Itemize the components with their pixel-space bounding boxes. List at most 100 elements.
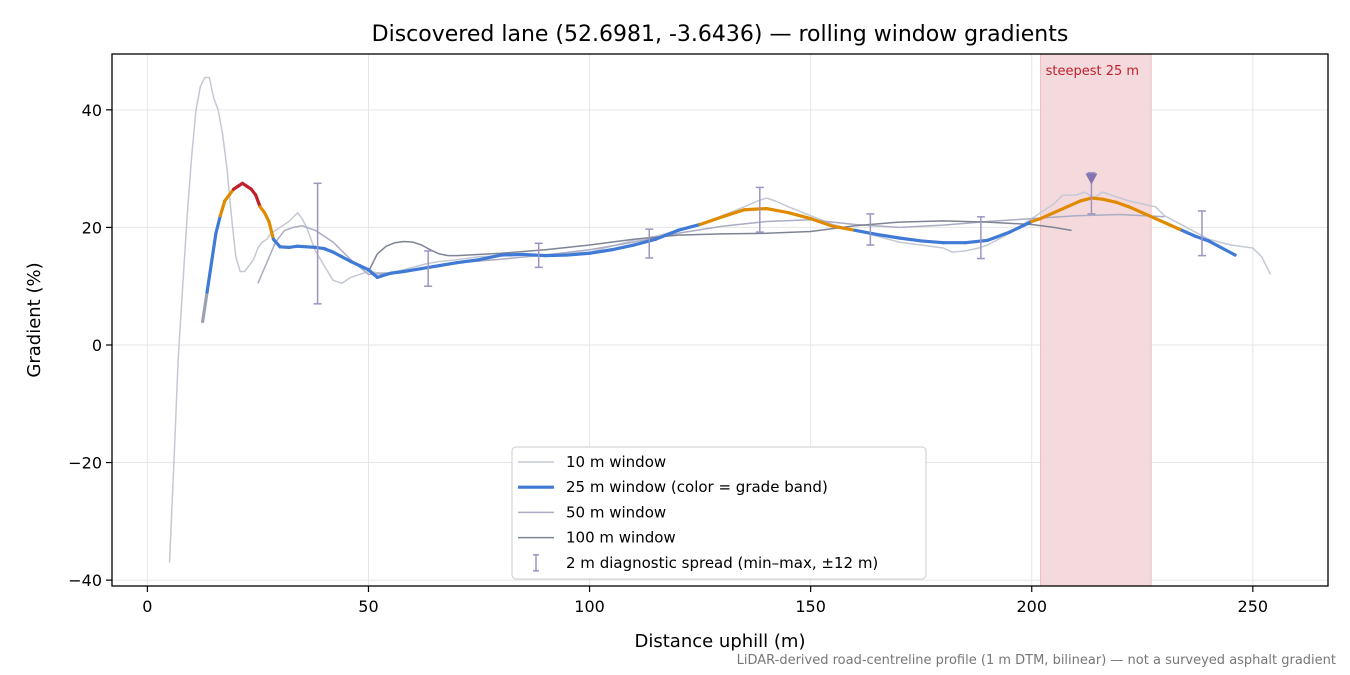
series-25m-segment-67 [1127, 205, 1144, 215]
series-25m-segment-33 [455, 258, 481, 265]
chart-title: Discovered lane (52.6981, -3.6436) — rol… [372, 22, 1069, 47]
series-25m-segment-53 [897, 236, 923, 243]
series-25m-segment-64 [1089, 196, 1105, 201]
series-25m-segment-73 [1207, 239, 1224, 250]
diagnostic-layer [313, 171, 1206, 305]
series-layer [168, 76, 1272, 563]
series-25m-segment-42 [654, 228, 680, 241]
legend-label-100m: 100 m window [566, 529, 676, 547]
y-tick-label-4: 40 [82, 101, 102, 120]
x-tick-label-3: 150 [795, 597, 826, 616]
legend-label-25m: 25 m window (color = grade band) [566, 478, 828, 496]
series-25m-segment-16 [271, 237, 282, 249]
series-25m-segment-63 [1078, 196, 1094, 203]
series-25m-segment-74 [1220, 246, 1237, 257]
steepest-segment-highlight [1040, 53, 1152, 587]
footnote: LiDAR-derived road-centreline profile (1… [737, 653, 1336, 668]
series-25m-segment-62 [1065, 199, 1082, 209]
plot-frame [111, 53, 1329, 587]
series-25m-segment-71 [1180, 228, 1197, 238]
y-tick-label-2: 0 [92, 336, 102, 355]
series-25m-segment-27 [366, 268, 379, 279]
series-25m-segment-44 [698, 215, 724, 227]
series-25m-segment-25 [349, 259, 362, 268]
series-25m-segment-58 [1008, 219, 1034, 234]
legend-item-100m: 100 m window [518, 529, 676, 547]
series-25m-segment-61 [1052, 205, 1069, 215]
series-25m-segment-37 [543, 253, 570, 258]
series-25m-segment-48 [786, 211, 813, 221]
series-25m-segment-2 [209, 231, 218, 265]
diagnostic-errorbar-3 [645, 228, 654, 259]
series-25m-segment-50 [831, 224, 857, 232]
legend-label-50m: 50 m window [566, 503, 666, 521]
axis-layer: 0 50 100 150 200 250 −40 −20 0 20 40 [68, 101, 1268, 616]
series-25m-segment-46 [742, 207, 769, 212]
series-25m-segment-1 [205, 261, 214, 294]
x-axis-label: Distance uphill (m) [635, 631, 806, 652]
series-25m-segment-54 [919, 239, 945, 245]
series-25m-segment-40 [610, 243, 636, 252]
series-25m-segment-23 [331, 250, 344, 259]
series-25m-segment-39 [587, 248, 614, 255]
series-25m-segment-4 [218, 199, 227, 218]
y-tick-label-1: −20 [68, 454, 102, 473]
legend-item-diagnostic: 2 m diagnostic spread (min–max, ±12 m) [533, 554, 878, 572]
x-tick-label-2: 100 [574, 597, 605, 616]
series-25m-segment-15 [267, 219, 275, 241]
steepest-point-marker [1085, 173, 1098, 185]
series-25m-segment-31 [419, 264, 441, 271]
series-100m-window [367, 220, 1072, 272]
highlight-layer: steepest 25 m [1040, 53, 1152, 587]
legend-item-25m: 25 m window (color = grade band) [518, 478, 828, 496]
diagnostic-errorbar-5 [866, 213, 875, 246]
diagnostic-errorbar-6 [976, 216, 985, 260]
series-25m-segment-47 [764, 207, 791, 215]
series-25m-segment-14 [262, 211, 271, 224]
series-25m-segment-65 [1100, 197, 1118, 204]
series-25m-segment-51 [853, 228, 879, 237]
series-25m-segment-24 [340, 255, 353, 264]
x-tick-label-1: 50 [358, 597, 378, 616]
y-tick-label-0: −40 [68, 571, 102, 590]
series-50m-window [257, 213, 1165, 284]
series-25m-segment-3 [214, 214, 222, 235]
series-25m-segment-26 [358, 264, 371, 272]
series-25m-segment-56 [963, 238, 990, 245]
series-25m-segment-68 [1140, 211, 1158, 221]
series-25m-segment-12 [254, 193, 262, 209]
series-25m-segment-66 [1114, 200, 1131, 209]
series-25m-segment-35 [499, 252, 525, 257]
series-25m-segment-0 [201, 290, 209, 324]
series-25m-segment-52 [875, 232, 901, 240]
diagnostic-errorbar-0 [313, 182, 322, 305]
series-25m-segment-38 [565, 251, 592, 257]
series-25m-segment-30 [402, 266, 424, 274]
series-25m-segment-45 [720, 208, 746, 219]
y-tick-label-3: 20 [82, 218, 102, 237]
highlight-label: steepest 25 m [1046, 64, 1139, 79]
diagnostic-errorbar-8 [1197, 210, 1206, 257]
series-25m-segment-70 [1167, 222, 1184, 232]
x-tick-label-5: 250 [1238, 597, 1269, 616]
legend-label-diagnostic: 2 m diagnostic spread (min–max, ±12 m) [566, 554, 878, 572]
series-25m-segment-49 [809, 216, 835, 228]
legend-item-10m: 10 m window [518, 453, 666, 471]
series-25m-segment-41 [632, 237, 658, 247]
legend: 10 m window 25 m window (color = grade ba… [511, 446, 927, 580]
diagnostic-errorbar-4 [755, 186, 764, 233]
series-25m-segment-43 [676, 222, 702, 232]
series-25m-segment-57 [985, 230, 1012, 242]
diagnostic-errorbar-1 [424, 250, 433, 287]
series-25m-segment-28 [375, 271, 393, 279]
series-25m-segment-29 [388, 269, 406, 275]
series-25m-segment-34 [477, 253, 503, 262]
series-25m-segment-32 [437, 261, 459, 268]
x-tick-label-0: 0 [142, 597, 152, 616]
legend-box [511, 446, 927, 580]
series-25m-segment-69 [1153, 216, 1171, 227]
series-25m-segment-36 [521, 252, 547, 258]
diagnostic-errorbar-2 [534, 242, 543, 269]
legend-item-50m: 50 m window [518, 503, 666, 521]
